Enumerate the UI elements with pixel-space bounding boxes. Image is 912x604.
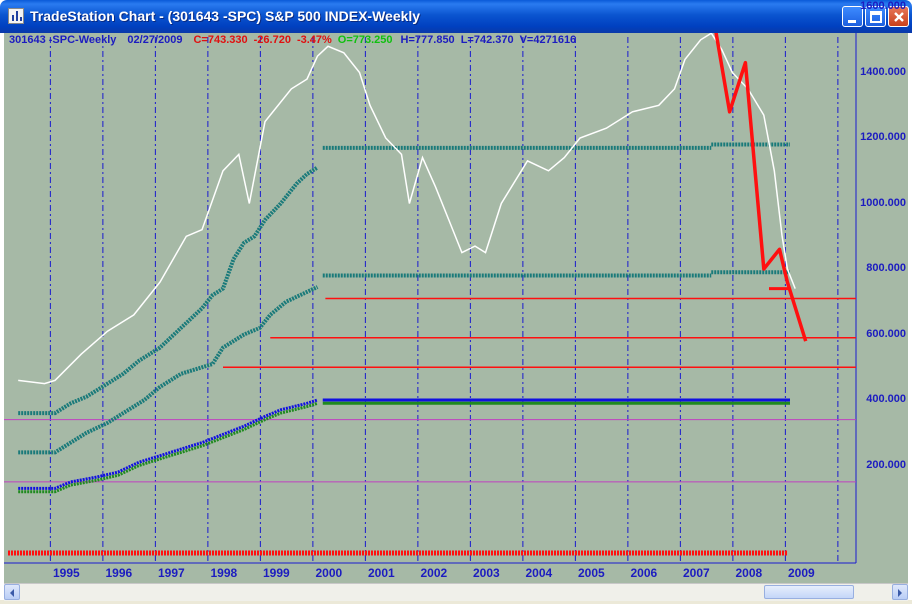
- price-tick-label: 600.000: [866, 327, 906, 340]
- support-band-lower-green: [18, 401, 318, 494]
- year-tick-label: 1997: [158, 566, 185, 580]
- maximize-button[interactable]: [865, 6, 886, 27]
- window-title: TradeStation Chart - (301643 -SPC) S&P 5…: [30, 8, 421, 24]
- year-tick-label: 1998: [210, 566, 238, 580]
- price-tick-label: 200.000: [866, 458, 906, 471]
- year-tick-label: 1999: [263, 566, 290, 580]
- horizontal-scrollbar[interactable]: [4, 583, 908, 601]
- change-label: -26.720: [253, 34, 291, 46]
- close-label: C=743.330: [193, 34, 248, 46]
- support-band-middle: [18, 285, 319, 455]
- projection-line: [714, 33, 808, 342]
- open-label: O=773.250: [337, 34, 393, 46]
- support-band-upper: [18, 165, 319, 416]
- high-label: H=777.850: [400, 34, 455, 46]
- maximize-icon: [870, 11, 882, 23]
- price-tick-label: 1200.000: [860, 131, 906, 143]
- scroll-thumb[interactable]: [764, 585, 854, 599]
- data-status-line: 301643 -SPC-Weekly 02/27/2009 C=743.330 -26…: [9, 34, 587, 46]
- minimize-icon: [848, 20, 856, 23]
- year-tick-label: 2006: [630, 566, 658, 580]
- volume-label: V=4271616: [519, 34, 577, 46]
- year-tick-label: 2000: [315, 566, 343, 580]
- price-line: [18, 33, 796, 385]
- year-tick-label: 2003: [473, 566, 500, 580]
- price-tick-label: 800.000: [866, 262, 906, 274]
- year-tick-label: 2007: [683, 566, 710, 580]
- date-label: 02/27/2009: [127, 34, 183, 46]
- arrow-right-icon: [898, 589, 902, 597]
- support-band-lower-blue: [18, 398, 318, 490]
- close-icon: [894, 12, 904, 22]
- year-tick-label: 2008: [735, 566, 763, 580]
- price-tick-label: 400.000: [866, 393, 906, 405]
- scroll-left-button[interactable]: [4, 584, 20, 600]
- price-chart[interactable]: [4, 33, 908, 583]
- price-tick-label: 1000.000: [860, 196, 906, 209]
- year-tick-label: 2001: [368, 566, 395, 580]
- year-tick-label: 1995: [53, 566, 80, 580]
- title-bar[interactable]: TradeStation Chart - (301643 -SPC) S&P 5…: [0, 0, 912, 33]
- year-tick-label: 2004: [525, 566, 553, 580]
- low-label: L=742.370: [460, 34, 514, 46]
- chart-icon[interactable]: [8, 8, 24, 24]
- year-tick-label: 2005: [578, 566, 605, 580]
- year-tick-label: 1996: [105, 566, 133, 580]
- change-pct-label: -3.47%: [296, 34, 332, 46]
- year-tick-label: 2002: [420, 566, 448, 580]
- symbol-label: 301643 -SPC-Weekly: [9, 34, 117, 46]
- minimize-button[interactable]: [842, 6, 863, 27]
- price-tick-label: 1600.000: [860, 0, 906, 12]
- chart-area[interactable]: 301643 -SPC-Weekly 02/27/2009 C=743.330 -26…: [4, 0, 908, 600]
- close-button[interactable]: [888, 6, 909, 27]
- arrow-left-icon: [10, 589, 14, 597]
- scroll-right-button[interactable]: [892, 584, 908, 600]
- price-tick-label: 1400.000: [860, 65, 906, 78]
- year-tick-label: 2009: [788, 566, 815, 580]
